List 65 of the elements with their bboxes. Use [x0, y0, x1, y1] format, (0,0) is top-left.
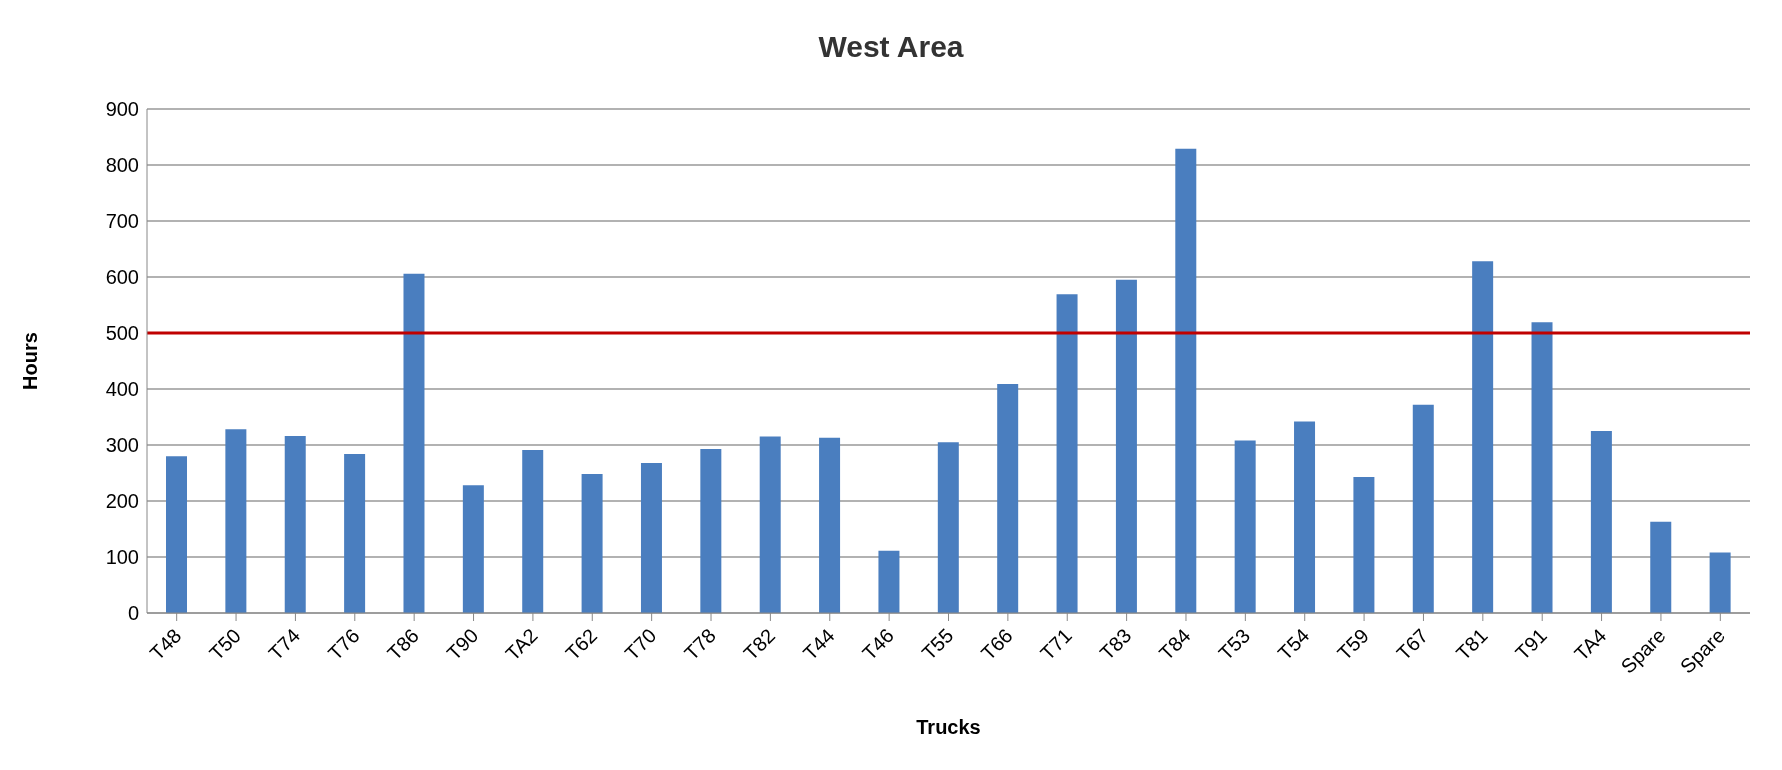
y-tick-label: 500 [105, 322, 139, 345]
bar [997, 383, 1019, 613]
bar [403, 273, 425, 613]
bar [1472, 261, 1494, 613]
chart-title: West Area [817, 30, 965, 64]
x-tick-label: T50 [204, 624, 245, 665]
y-tick-label: 800 [105, 154, 139, 177]
x-tick-label: TA4 [1569, 624, 1611, 665]
bar [1650, 521, 1672, 613]
x-tick-label: T48 [145, 624, 186, 665]
x-tick-label: T44 [798, 624, 839, 665]
x-tick-label: T67 [1392, 624, 1433, 665]
bar [819, 437, 841, 613]
bar [1234, 440, 1256, 613]
x-tick-label: T55 [917, 624, 958, 665]
y-tick-label: 600 [105, 266, 139, 289]
x-tick-label: T66 [976, 624, 1017, 665]
y-tick-label: 100 [105, 546, 139, 569]
bar [1294, 421, 1316, 613]
x-axis-title: Trucks [916, 716, 981, 738]
y-axis-title: Hours [19, 332, 42, 390]
bar [878, 550, 900, 613]
bar [225, 429, 247, 613]
bar [1531, 322, 1553, 613]
y-tick-label: 900 [105, 98, 139, 121]
x-tick-label: T86 [383, 624, 423, 665]
x-tick-label: T81 [1451, 624, 1492, 665]
bar [1115, 279, 1137, 613]
bar [1175, 148, 1197, 613]
y-tick-label: 300 [105, 434, 139, 457]
bar [581, 474, 603, 613]
x-tick-label: T54 [1273, 624, 1314, 665]
x-tick-label: T84 [1154, 624, 1195, 665]
x-tick-label: T53 [1214, 624, 1255, 665]
x-tick-label: T46 [858, 624, 898, 665]
y-tick-label: 200 [105, 490, 139, 513]
bar [284, 436, 306, 613]
bar [1353, 476, 1375, 613]
y-tick-label: 700 [105, 210, 139, 233]
x-tick-label: T70 [620, 624, 661, 665]
x-tick-label: T59 [1332, 624, 1373, 665]
x-tick-label: T91 [1511, 624, 1552, 665]
x-tick-label: T76 [323, 624, 364, 665]
bar [759, 436, 781, 613]
x-tick-label: T62 [561, 624, 602, 665]
x-tick-label: T83 [1095, 624, 1136, 665]
bar [640, 462, 662, 613]
bar [1056, 294, 1078, 613]
bar [522, 450, 544, 613]
bar [937, 442, 959, 613]
x-tick-label: T82 [739, 624, 780, 665]
y-tick-label: 400 [105, 378, 139, 401]
bar [1590, 431, 1612, 613]
x-tick-label: T74 [264, 624, 305, 665]
x-tick-label: T90 [442, 624, 483, 665]
bar [344, 453, 366, 613]
y-tick-label: 0 [127, 602, 139, 625]
x-tick-label: T78 [679, 624, 720, 665]
bar [700, 448, 722, 613]
bar [462, 485, 484, 613]
bar [1412, 404, 1434, 613]
bar [1709, 552, 1731, 613]
x-tick-label: T71 [1036, 624, 1077, 665]
x-tick-label: TA2 [501, 624, 542, 665]
bar [166, 456, 187, 613]
